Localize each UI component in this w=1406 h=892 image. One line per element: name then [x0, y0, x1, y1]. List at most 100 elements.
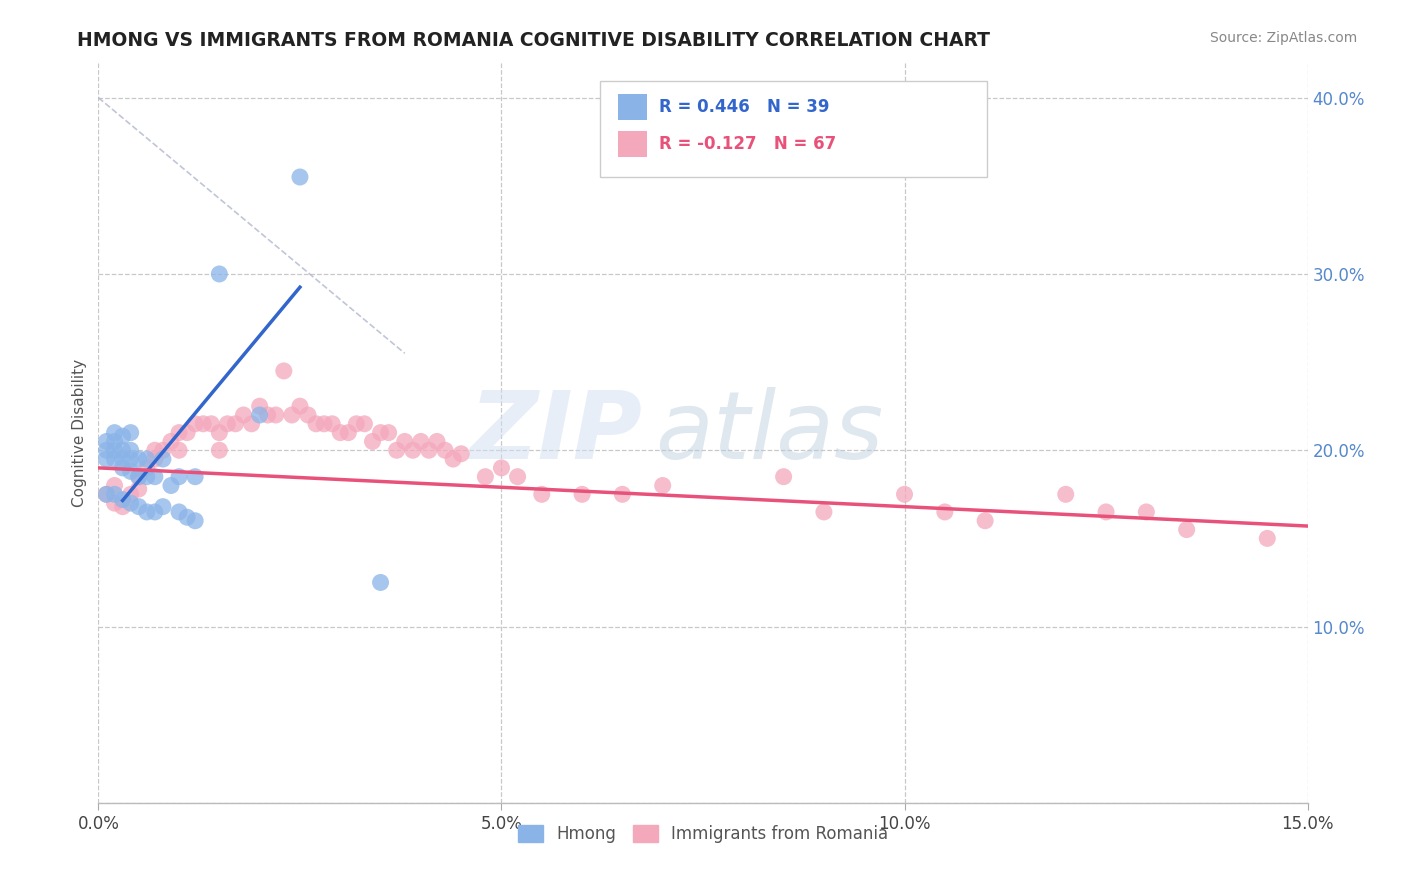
- Point: [314, 417, 336, 431]
- Point: [143, 505, 166, 519]
- Y-axis label: Cognitive Disability: Cognitive Disability: [72, 359, 87, 507]
- Point: [208, 443, 231, 458]
- Point: [103, 443, 125, 458]
- Point: [111, 492, 134, 507]
- Point: [394, 434, 416, 449]
- Point: [249, 408, 271, 422]
- Point: [491, 461, 513, 475]
- Point: [288, 169, 311, 184]
- Point: [434, 443, 457, 458]
- Point: [370, 575, 392, 590]
- Point: [450, 447, 472, 461]
- Point: [160, 478, 183, 492]
- Point: [385, 443, 408, 458]
- Point: [103, 487, 125, 501]
- Point: [813, 505, 835, 519]
- Text: R = 0.446   N = 39: R = 0.446 N = 39: [659, 98, 830, 116]
- Point: [264, 408, 287, 422]
- Point: [426, 434, 449, 449]
- Point: [281, 408, 304, 422]
- Point: [217, 417, 239, 431]
- Point: [160, 434, 183, 449]
- Point: [571, 487, 593, 501]
- Point: [256, 408, 278, 422]
- Point: [200, 417, 222, 431]
- Point: [176, 510, 198, 524]
- Point: [152, 452, 174, 467]
- Point: [893, 487, 915, 501]
- Text: ZIP: ZIP: [470, 386, 643, 479]
- Text: atlas: atlas: [655, 387, 883, 478]
- Point: [143, 443, 166, 458]
- Point: [1095, 505, 1118, 519]
- Point: [120, 443, 142, 458]
- FancyBboxPatch shape: [619, 94, 647, 120]
- Point: [128, 500, 150, 514]
- Text: HMONG VS IMMIGRANTS FROM ROMANIA COGNITIVE DISABILITY CORRELATION CHART: HMONG VS IMMIGRANTS FROM ROMANIA COGNITI…: [77, 31, 990, 50]
- Point: [152, 443, 174, 458]
- Point: [506, 469, 529, 483]
- Point: [418, 443, 440, 458]
- Point: [176, 425, 198, 440]
- Point: [135, 452, 157, 467]
- Point: [120, 487, 142, 501]
- Point: [143, 452, 166, 467]
- Point: [934, 505, 956, 519]
- Point: [128, 469, 150, 483]
- FancyBboxPatch shape: [619, 130, 647, 157]
- Point: [96, 434, 118, 449]
- Point: [208, 267, 231, 281]
- Point: [321, 417, 343, 431]
- Point: [305, 417, 328, 431]
- Point: [297, 408, 319, 422]
- Point: [167, 505, 190, 519]
- Point: [249, 399, 271, 413]
- Point: [273, 364, 295, 378]
- Point: [96, 452, 118, 467]
- Point: [224, 417, 246, 431]
- Point: [288, 399, 311, 413]
- Point: [184, 469, 207, 483]
- Point: [128, 482, 150, 496]
- Point: [103, 434, 125, 449]
- Point: [143, 469, 166, 483]
- Point: [135, 505, 157, 519]
- Point: [474, 469, 496, 483]
- Point: [344, 417, 367, 431]
- Point: [120, 425, 142, 440]
- Point: [353, 417, 375, 431]
- Point: [974, 514, 997, 528]
- Point: [103, 425, 125, 440]
- Text: Source: ZipAtlas.com: Source: ZipAtlas.com: [1209, 31, 1357, 45]
- Point: [167, 443, 190, 458]
- Point: [651, 478, 673, 492]
- Point: [152, 500, 174, 514]
- Legend: Hmong, Immigrants from Romania: Hmong, Immigrants from Romania: [512, 819, 894, 850]
- Point: [370, 425, 392, 440]
- Point: [193, 417, 215, 431]
- Point: [441, 452, 464, 467]
- Point: [96, 487, 118, 501]
- Point: [1256, 532, 1278, 546]
- Point: [1054, 487, 1077, 501]
- Point: [1175, 523, 1198, 537]
- Point: [167, 425, 190, 440]
- Point: [184, 417, 207, 431]
- Point: [135, 469, 157, 483]
- Point: [111, 500, 134, 514]
- Point: [337, 425, 360, 440]
- Point: [402, 443, 425, 458]
- Point: [120, 464, 142, 478]
- Point: [1135, 505, 1157, 519]
- Point: [772, 469, 794, 483]
- Point: [111, 443, 134, 458]
- Point: [111, 429, 134, 443]
- Point: [167, 469, 190, 483]
- FancyBboxPatch shape: [600, 81, 987, 178]
- Point: [409, 434, 432, 449]
- Point: [361, 434, 384, 449]
- Point: [128, 469, 150, 483]
- Point: [120, 452, 142, 467]
- Text: R = -0.127   N = 67: R = -0.127 N = 67: [659, 135, 837, 153]
- Point: [240, 417, 263, 431]
